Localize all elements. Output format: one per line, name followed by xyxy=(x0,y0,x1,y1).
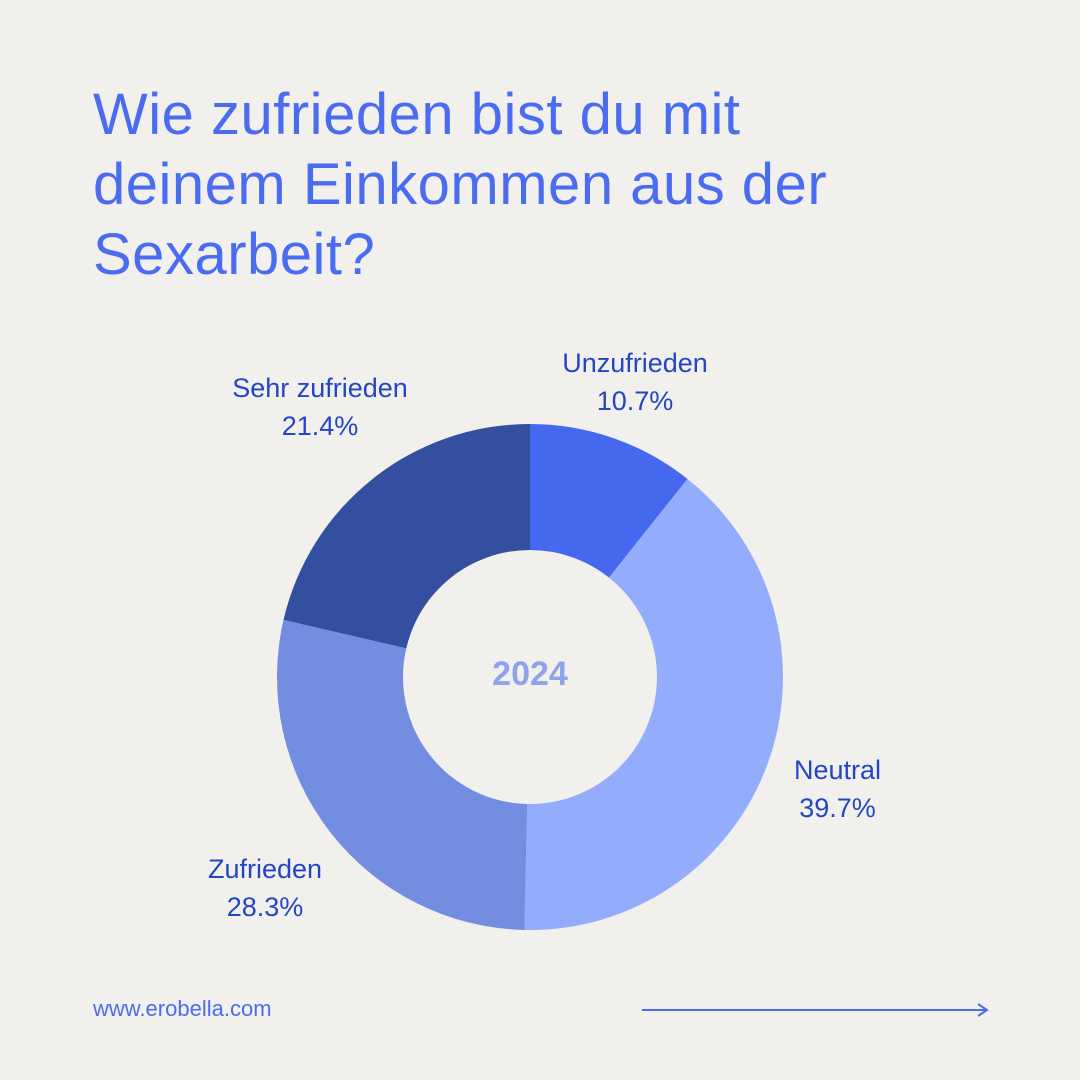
donut-center-year: 2024 xyxy=(492,655,568,693)
slice-label-unzufrieden: Unzufrieden 10.7% xyxy=(540,344,730,420)
slice-value: 28.3% xyxy=(226,892,304,922)
title-line-1: Wie zufrieden bist du mit xyxy=(93,82,741,147)
chart-title: Wie zufrieden bist du mit deinem Einkomm… xyxy=(93,80,993,290)
slice-label-zufrieden: Zufrieden 28.3% xyxy=(185,850,345,926)
slice-name: Unzufrieden xyxy=(562,348,708,378)
donut-slice-neutral xyxy=(524,478,784,931)
slice-label-neutral: Neutral 39.7% xyxy=(760,751,915,827)
slice-value: 39.7% xyxy=(799,793,876,823)
slice-value: 10.7% xyxy=(596,386,674,416)
slice-label-sehr-zufrieden: Sehr zufrieden 21.4% xyxy=(200,369,440,445)
website-link[interactable]: www.erobella.com xyxy=(93,996,272,1021)
donut-slice-unzufrieden xyxy=(530,424,688,578)
title-line-3: Sexarbeit? xyxy=(93,222,376,287)
slice-name: Neutral xyxy=(793,755,882,785)
slice-name: Zufrieden xyxy=(207,854,323,884)
arrow-right-icon xyxy=(642,1003,989,1017)
slice-name: Sehr zufrieden xyxy=(232,373,408,403)
donut-slice-sehr-zufrieden xyxy=(283,424,530,649)
title-line-2: deinem Einkommen aus der xyxy=(93,152,828,217)
slice-value: 21.4% xyxy=(281,411,359,441)
donut-slice-zufrieden xyxy=(276,619,528,930)
